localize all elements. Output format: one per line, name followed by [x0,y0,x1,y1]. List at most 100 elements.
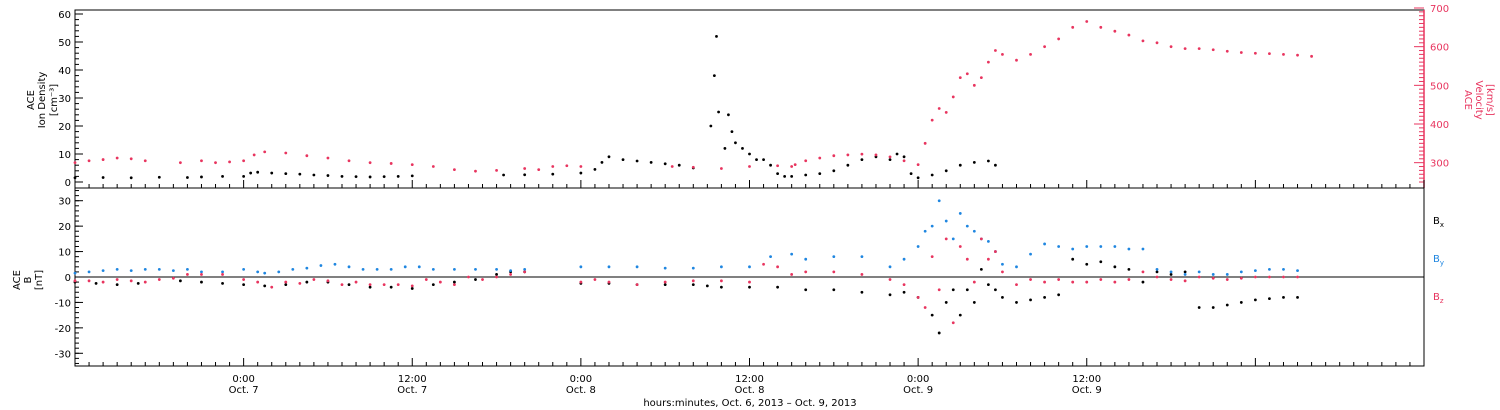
by-point [986,240,990,243]
velocity-point [776,164,780,168]
by-point [375,267,379,271]
b-tick-label: -20 [55,324,71,335]
by-point [509,269,513,273]
velocity-point [1169,45,1173,49]
velocity-point [670,165,674,168]
bz-point [593,278,597,281]
velocity-point [944,111,948,114]
bottom-panel: -30 -20 -10 0 10 20 30 ACE B [nT] Bx By Bz [12,187,1444,367]
by-point [965,224,969,228]
velocity-point [495,169,498,172]
by-point [972,229,976,233]
velocity-point [565,164,569,168]
bx-point [1282,295,1285,299]
velocity-point [748,165,751,168]
top-left-axis-label: ACE Ion Density [cm⁻³] [26,72,60,129]
bz-point [171,276,175,280]
by-point [1085,245,1089,248]
bz-point [944,237,948,241]
bx-point [965,288,969,292]
by-point [1296,269,1299,273]
velocity-point [888,155,892,159]
density-tick-label: 60 [58,10,71,21]
by-point [1043,242,1046,246]
bx-point [1197,306,1201,309]
by-point [361,267,365,271]
bz-point [73,279,77,283]
density-point [635,159,639,163]
velocity-point [923,141,927,145]
bx-point [1155,270,1159,274]
x-tick-date-label: Oct. 9 [1072,385,1102,396]
bz-point [719,279,723,283]
density-tick-label: 30 [58,94,71,105]
by-point [1197,270,1201,274]
velocity-point [143,159,147,163]
bz-point [382,283,386,287]
bx-point [368,285,372,289]
density-point [354,175,358,179]
density-point [600,161,604,164]
bx-point [691,283,695,287]
density-point [790,175,794,178]
bx-point [804,288,808,292]
density-point [677,163,681,167]
velocity-point [1015,58,1018,62]
velocity-point [347,159,351,163]
density-point [734,141,737,145]
bx-point [1113,265,1117,269]
density-point [312,173,316,177]
velocity-point [951,95,955,99]
bx-point [1043,295,1046,299]
bx-point [305,280,309,284]
bz-point [312,278,316,281]
bz-point [1141,270,1145,274]
x-tick-time-label: 0:00 [570,374,592,385]
density-point [769,163,772,167]
velocity-point [474,169,477,173]
by-point [417,265,421,269]
by-point [930,224,934,228]
bz-point [748,280,751,284]
velocity-point [832,154,836,158]
bx-point [860,290,864,294]
bz-point [509,273,513,276]
bz-point [453,283,456,287]
bz-point [1057,278,1061,281]
bz-point [1211,276,1215,280]
density-point [200,175,203,179]
velocity-point [1211,48,1215,52]
top-panel: 0 10 20 30 40 50 60 300 400 500 600 700 ACE Ion De… [26,4,1495,189]
by-point [186,267,189,271]
bz-point [994,250,997,253]
by-point [923,229,927,233]
velocity-point [719,167,723,170]
bz-point [242,278,246,281]
by-point [319,264,323,267]
bx-point [972,301,976,304]
bz-point [1127,278,1131,281]
density-point [221,175,224,178]
bx-point [94,281,98,285]
by-point [1001,262,1004,266]
x-tick-date-label: Oct. 7 [397,385,427,396]
bz-point [186,273,189,276]
bz-point [523,270,527,274]
bz-point [958,245,962,248]
bx-point [1127,267,1131,271]
density-point [944,169,948,173]
by-point [1127,247,1131,251]
velocity-point [965,72,969,76]
velocity-point [979,76,983,79]
velocity-point [200,159,203,163]
bx-point [832,288,836,292]
bz-point [1071,280,1075,284]
bz-point [923,306,927,309]
legend-bz: Bz [1433,292,1444,305]
b-tick-label: 0 [65,273,71,284]
density-point [73,176,77,180]
velocity-tick-label: 400 [1430,120,1449,131]
by-point [691,266,695,270]
